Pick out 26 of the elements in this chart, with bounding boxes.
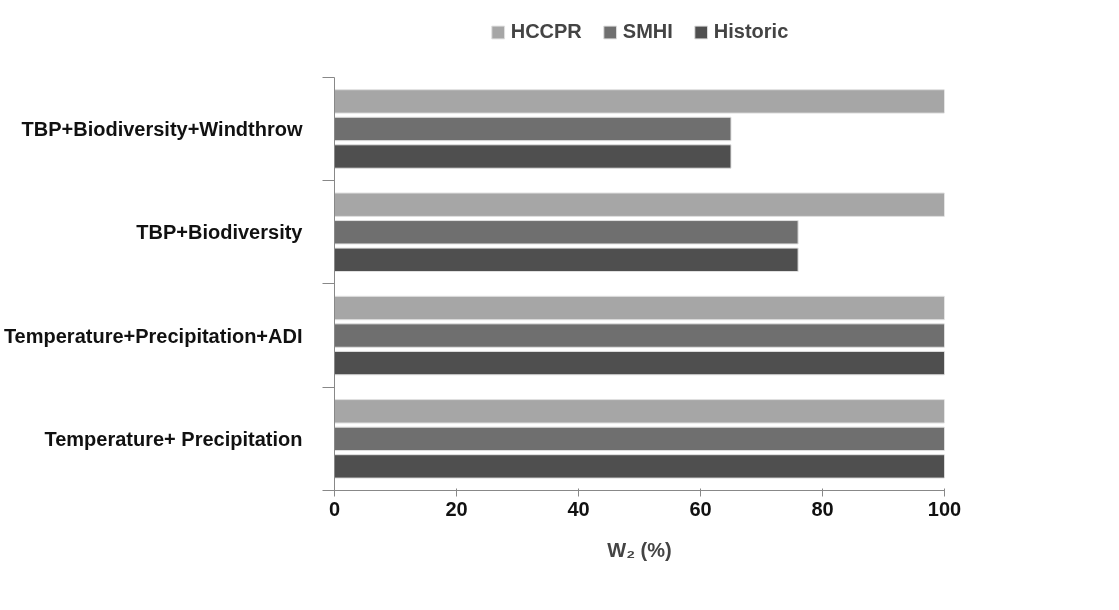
bar bbox=[334, 426, 945, 452]
bar bbox=[334, 295, 945, 321]
bar bbox=[334, 399, 945, 424]
bar bbox=[334, 89, 945, 114]
x-tick-label: 20 bbox=[445, 497, 468, 520]
x-tick-label: 80 bbox=[811, 497, 834, 520]
bar bbox=[334, 116, 732, 142]
bar bbox=[334, 323, 945, 348]
y-tick-label: Temperature+ Precipitation bbox=[44, 427, 303, 450]
legend-label: SMHI bbox=[622, 20, 673, 43]
x-tick-label: 40 bbox=[567, 497, 590, 520]
x-axis-title: W₂ (%) bbox=[607, 538, 672, 561]
y-tick-label: TBP+Biodiversity bbox=[136, 221, 304, 244]
x-tick-label: 100 bbox=[927, 497, 962, 520]
bar bbox=[334, 192, 945, 217]
y-tick-label: Temperature+Precipitation+ADI bbox=[3, 324, 303, 347]
bar bbox=[334, 144, 732, 169]
y-tick-label: TBP+Biodiversity+Windthrow bbox=[21, 117, 303, 140]
legend-label: HCCPR bbox=[510, 20, 582, 43]
bar bbox=[334, 350, 945, 376]
bar bbox=[334, 247, 799, 273]
legend-label: Historic bbox=[713, 20, 789, 43]
bar bbox=[334, 220, 799, 245]
x-tick-label: 0 bbox=[328, 497, 341, 520]
x-tick-label: 60 bbox=[689, 497, 712, 520]
bar bbox=[334, 454, 945, 479]
